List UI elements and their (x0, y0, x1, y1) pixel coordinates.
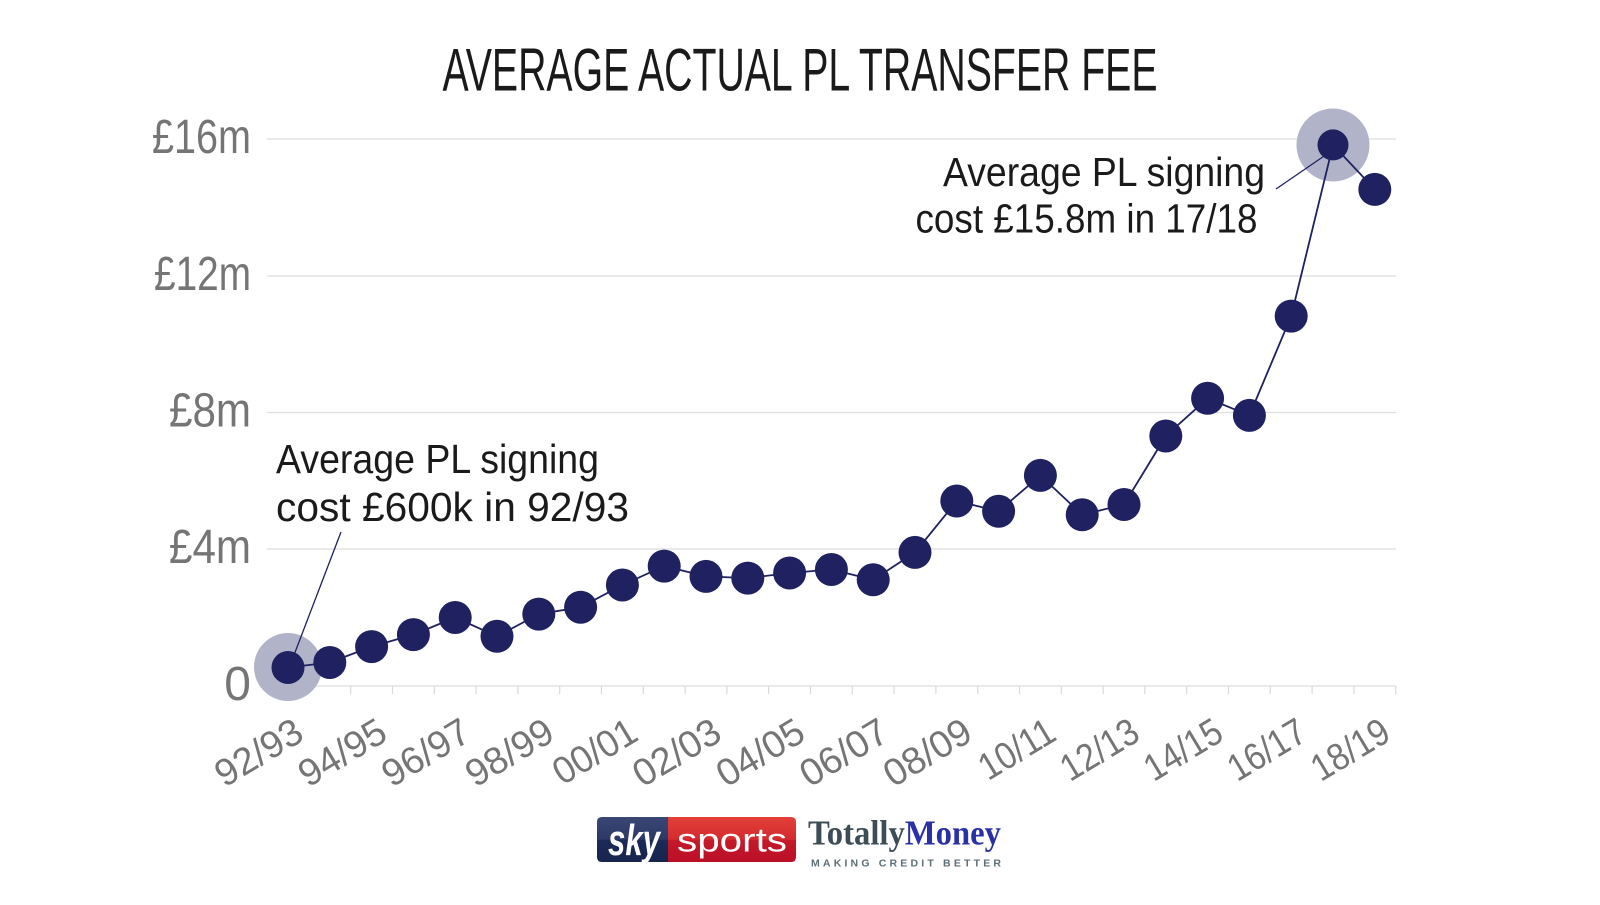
svg-text:sports: sports (677, 822, 787, 859)
svg-text:cost £600k in 92/93: cost £600k in 92/93 (276, 484, 629, 530)
svg-text:TotallyMoney: TotallyMoney (808, 815, 1001, 853)
svg-text:sky: sky (608, 816, 662, 865)
svg-text:£4m: £4m (169, 521, 251, 574)
svg-text:£16m: £16m (152, 111, 251, 164)
svg-text:Average PL signing: Average PL signing (276, 436, 599, 482)
svg-text:AVERAGE ACTUAL PL TRANSFER FEE: AVERAGE ACTUAL PL TRANSFER FEE (443, 37, 1158, 104)
svg-text:MAKING CREDIT BETTER: MAKING CREDIT BETTER (811, 858, 1001, 870)
svg-text:0: 0 (224, 658, 251, 711)
svg-text:Average PL signing: Average PL signing (943, 149, 1265, 195)
svg-text:£12m: £12m (154, 248, 251, 301)
svg-text:cost £15.8m in 17/18: cost £15.8m in 17/18 (916, 196, 1258, 242)
svg-text:£8m: £8m (169, 385, 251, 438)
